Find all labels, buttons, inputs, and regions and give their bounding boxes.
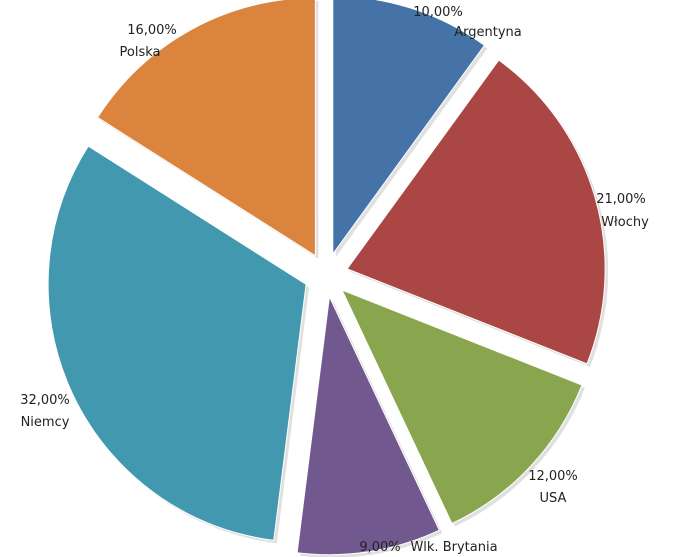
slice-value-label: 12,00% bbox=[528, 469, 578, 484]
slice-labels: 10,00% Argentyna 21,00% Włochy 12,00% USA 9,00… bbox=[20, 5, 649, 555]
slice-category-label: Niemcy bbox=[21, 415, 70, 430]
slice-category-label: Polska bbox=[120, 45, 161, 60]
pie-slice-argentyna bbox=[332, 0, 486, 256]
slice-value-label: 16,00% bbox=[127, 23, 177, 38]
slice-value-label: 10,00% bbox=[413, 5, 463, 20]
pie-slices bbox=[47, 0, 609, 557]
pie-slice-usa bbox=[341, 289, 583, 525]
pie-slice-w-ochy bbox=[346, 59, 606, 365]
pie-slice-wlk-brytania bbox=[296, 294, 440, 556]
slice-value-label: 32,00% bbox=[20, 393, 70, 408]
slice-category-label: Wlk. Brytania bbox=[410, 540, 497, 555]
slice-category-label: USA bbox=[540, 491, 567, 506]
pie-slice-polska bbox=[96, 0, 316, 257]
slice-value-label: 21,00% bbox=[596, 192, 646, 207]
pie-slice-niemcy bbox=[47, 145, 307, 541]
slice-category-label: Włochy bbox=[601, 215, 649, 230]
slice-value-label: 9,00% bbox=[359, 540, 400, 555]
slice-category-label: Argentyna bbox=[454, 25, 522, 40]
